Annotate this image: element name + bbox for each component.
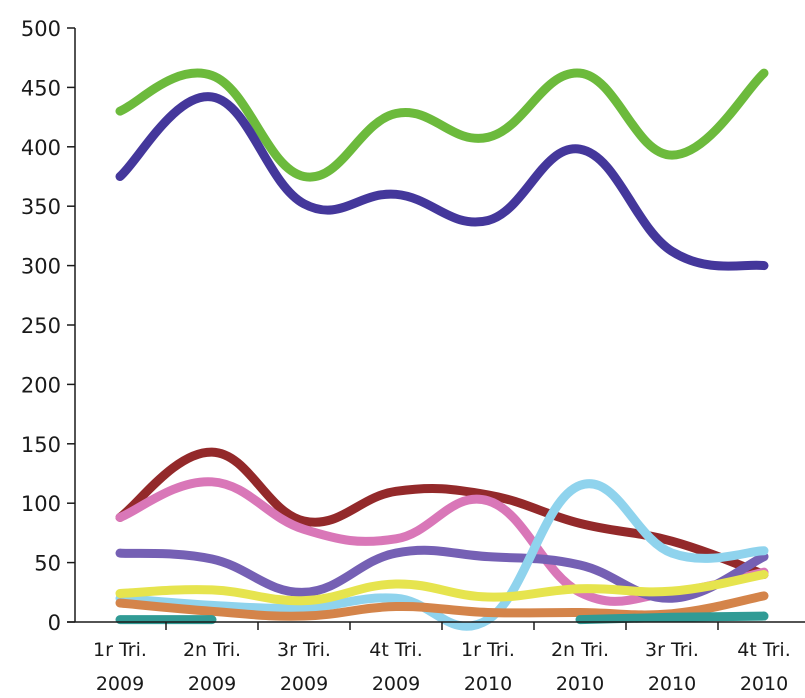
x-category-label: 1r Tri. 2010 bbox=[461, 639, 515, 695]
series-line-6 bbox=[115, 479, 769, 631]
x-category-label: 1r Tri. 2009 bbox=[93, 639, 147, 695]
x-category-year: 2009 bbox=[188, 673, 236, 695]
x-category-year: 2010 bbox=[740, 673, 788, 695]
x-category-label: 2n Tri. 2009 bbox=[183, 639, 241, 695]
y-tick-label: 0 bbox=[48, 611, 61, 635]
x-category-label: 3r Tri. 2009 bbox=[277, 639, 331, 695]
y-tick-label: 400 bbox=[21, 136, 61, 160]
y-tick-label: 100 bbox=[21, 492, 61, 516]
x-category-year: 2009 bbox=[280, 673, 328, 695]
x-category-quarter: 1r Tri. bbox=[93, 639, 147, 661]
series-line-2 bbox=[115, 92, 769, 271]
x-category-label: 4t Tri. 2009 bbox=[369, 639, 423, 695]
y-tick-label: 50 bbox=[34, 552, 61, 576]
x-category-year: 2010 bbox=[556, 673, 604, 695]
y-tick-label: 300 bbox=[21, 255, 61, 279]
series-line-5 bbox=[115, 545, 769, 603]
x-category-quarter: 3r Tri. bbox=[645, 639, 699, 661]
x-category-quarter: 2n Tri. bbox=[183, 639, 241, 661]
y-tick-label: 500 bbox=[21, 17, 61, 41]
x-category-label: 3r Tri. 2010 bbox=[645, 639, 699, 695]
series-line-1 bbox=[115, 68, 769, 182]
series-layer bbox=[115, 68, 769, 631]
x-category-label: 4t Tri. 2010 bbox=[737, 639, 791, 695]
x-category-year: 2009 bbox=[372, 673, 420, 695]
x-category-quarter: 4t Tri. bbox=[369, 639, 423, 661]
series-line-7 bbox=[115, 569, 769, 606]
x-category-quarter: 1r Tri. bbox=[461, 639, 515, 661]
x-category-quarter: 4t Tri. bbox=[737, 639, 791, 661]
y-tick-label: 450 bbox=[21, 76, 61, 100]
x-category-year: 2010 bbox=[648, 673, 696, 695]
x-category-quarter: 3r Tri. bbox=[277, 639, 331, 661]
x-category-label: 2n Tri. 2010 bbox=[551, 639, 609, 695]
x-category-year: 2009 bbox=[96, 673, 144, 695]
y-tick-label: 200 bbox=[21, 373, 61, 397]
ticks-layer: 0 50 100 150 200 250 300 350 400 450 500 1r Tri. 200… bbox=[21, 17, 791, 695]
y-tick-label: 150 bbox=[21, 433, 61, 457]
series-line-9 bbox=[575, 611, 769, 625]
y-tick-label: 250 bbox=[21, 314, 61, 338]
y-tick-label: 350 bbox=[21, 195, 61, 219]
x-category-quarter: 2n Tri. bbox=[551, 639, 609, 661]
x-category-year: 2010 bbox=[464, 673, 512, 695]
